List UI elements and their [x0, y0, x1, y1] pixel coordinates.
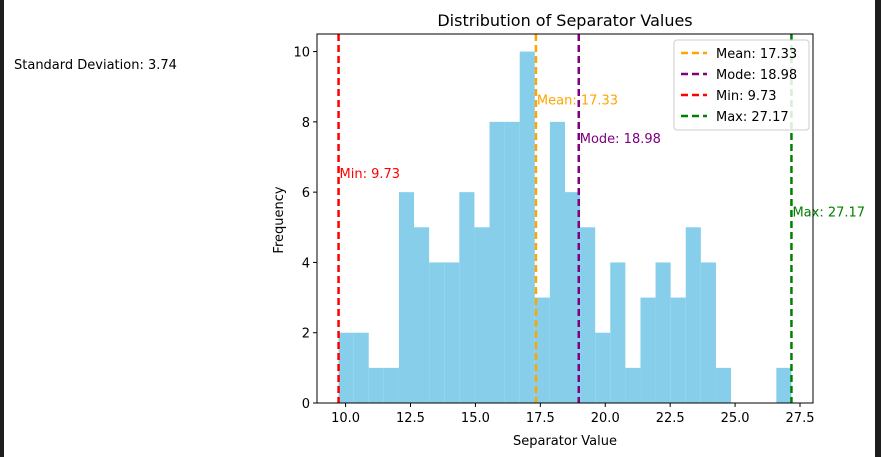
histogram-bar — [700, 262, 716, 403]
histogram-bar — [383, 367, 399, 403]
y-tick-label: 2 — [302, 327, 310, 342]
histogram-bar — [715, 367, 732, 403]
histogram-bar — [595, 332, 611, 403]
y-tick-label: 10 — [293, 46, 310, 61]
legend-label-max: Max: 27.17 — [716, 110, 789, 125]
y-tick-label: 4 — [302, 256, 310, 271]
y-axis-label: Frequency — [272, 186, 287, 253]
histogram-bar — [353, 332, 369, 403]
histogram-bar — [474, 227, 490, 403]
legend-box — [673, 39, 810, 131]
x-tick-label: 27.5 — [786, 411, 815, 426]
legend-label-mode: Mode: 18.98 — [716, 68, 797, 83]
histogram-bar — [655, 262, 671, 403]
histogram-bar — [580, 227, 596, 403]
x-axis-label: Separator Value — [513, 434, 617, 449]
std-dev-text: Standard Deviation: 3.74 — [14, 58, 177, 73]
histogram-bar — [338, 332, 354, 403]
y-tick-label: 0 — [302, 397, 310, 412]
histogram-bar — [776, 367, 792, 403]
histogram-bar — [519, 51, 535, 403]
histogram-bar — [564, 192, 581, 403]
histogram-bar — [444, 262, 460, 403]
chart-title: Distribution of Separator Values — [437, 11, 692, 30]
x-tick-label: 10.0 — [331, 411, 360, 426]
x-tick-label: 25.0 — [721, 411, 750, 426]
max-line-label: Max: 27.17 — [792, 206, 865, 221]
histogram-bar — [398, 192, 415, 403]
mean-line-label: Mean: 17.33 — [537, 93, 618, 108]
histogram-bar — [549, 121, 565, 403]
plot-area: Mean: 17.33 Mode: 18.98 Min: 9.73 Max: 27.1… — [293, 33, 865, 426]
x-tick-label: 22.5 — [656, 411, 685, 426]
histogram-bar — [625, 367, 641, 403]
histogram-bar — [368, 367, 384, 403]
legend-label-min: Min: 9.73 — [716, 89, 777, 104]
plot-frame — [316, 33, 814, 404]
histogram-bar — [429, 262, 445, 403]
histogram-bar — [685, 227, 701, 403]
min-line-label: Min: 9.73 — [340, 167, 401, 182]
histogram-bar — [610, 262, 626, 403]
x-tick-label: 17.5 — [526, 411, 555, 426]
histogram-bar — [640, 297, 656, 403]
mode-line-label: Mode: 18.98 — [580, 132, 661, 147]
histogram-bar — [504, 121, 520, 403]
histogram-bar — [489, 121, 505, 403]
histogram-bar — [414, 227, 430, 403]
y-tick-label: 8 — [302, 116, 310, 131]
x-tick-label: 12.5 — [396, 411, 425, 426]
legend-label-mean: Mean: 17.33 — [716, 47, 797, 62]
x-tick-label: 15.0 — [461, 411, 490, 426]
figure-canvas: Standard Deviation: 3.74 Distribution of… — [4, 0, 875, 457]
y-tick-label: 6 — [302, 186, 310, 201]
histogram-bar — [670, 297, 686, 403]
histogram-bar — [459, 192, 475, 403]
histogram-bar — [534, 297, 550, 403]
x-tick-label: 20.0 — [591, 411, 620, 426]
histogram-chart: Distribution of Separator Values Separat… — [272, 11, 865, 449]
